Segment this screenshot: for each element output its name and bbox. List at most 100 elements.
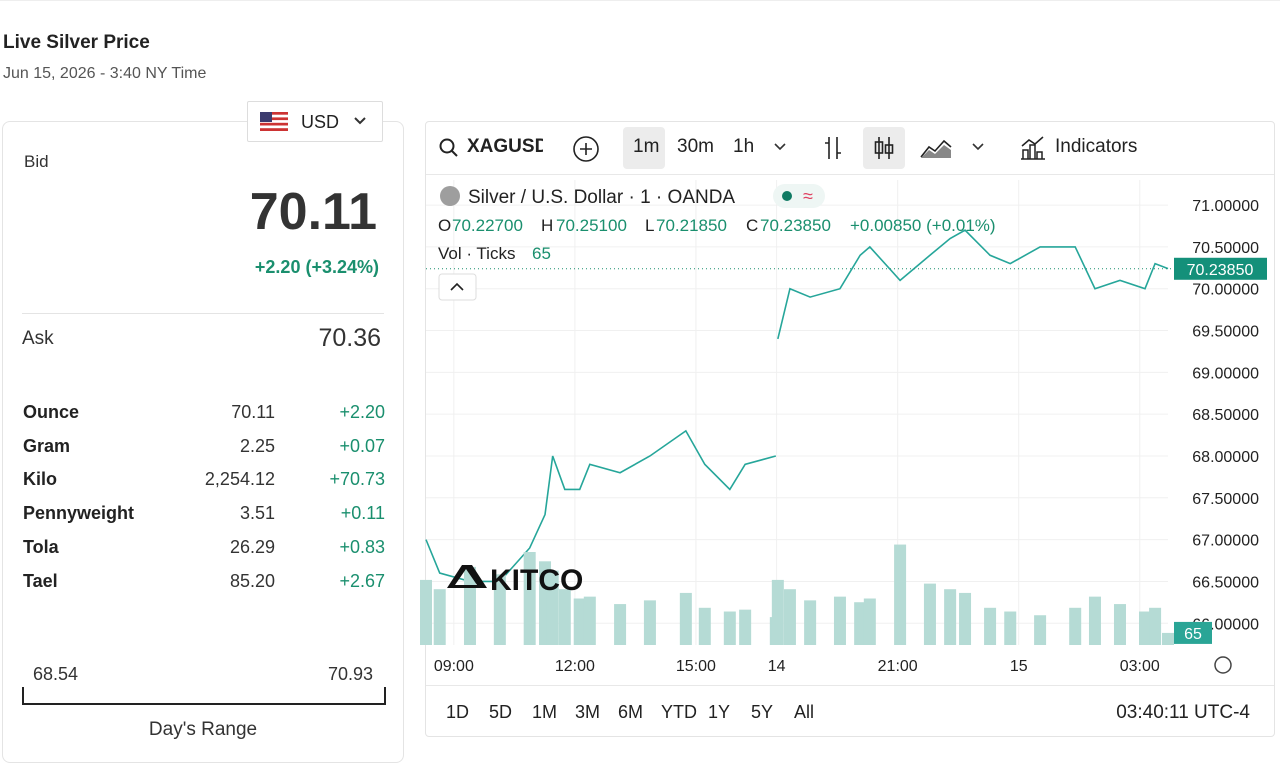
collapse-legend[interactable] [438, 273, 477, 301]
unit-change: +0.11 [340, 503, 385, 524]
search-icon[interactable] [438, 137, 460, 159]
volume-bar [614, 604, 627, 645]
x-tick-label: 03:00 [1120, 658, 1160, 675]
last-price-label: 70.23850 [1187, 262, 1254, 279]
indicators-button[interactable]: Indicators [1055, 136, 1138, 157]
volume-bar [1004, 611, 1017, 645]
close-label: C [746, 216, 758, 235]
clock: 03:40:11 UTC-4 [1116, 702, 1250, 723]
high-value: 70.25100 [556, 216, 627, 235]
y-tick-label: 68.00000 [1192, 449, 1259, 466]
unit-price: 2,254.12 [204, 469, 275, 490]
change-value: +0.00850 (+0.01%) [850, 216, 996, 235]
toolbar-divider [426, 174, 1274, 175]
y-tick-label: 71.00000 [1192, 198, 1259, 215]
top-border [0, 0, 1280, 1]
page-subtitle: Jun 15, 2026 - 3:40 NY Time [3, 65, 207, 82]
unit-change: +2.67 [339, 570, 385, 591]
unit-row: Tola 26.29 +0.83 [23, 537, 385, 567]
period-button[interactable]: 5D [489, 702, 513, 722]
us-flag [260, 112, 288, 131]
low-value: 70.21850 [656, 216, 727, 235]
x-tick-label: 21:00 [878, 658, 918, 675]
interval[interactable]: 1h [733, 136, 755, 157]
currency-label: USD [301, 112, 340, 132]
unit-row: Gram 2.25 +0.07 [23, 436, 385, 466]
volume-bar [1162, 632, 1174, 645]
y-tick-label: 70.50000 [1192, 240, 1259, 257]
chart-widget: XAGUSD 1m 30m 1h Indicators 1D 5D 1M 3M 6M YT… [425, 121, 1275, 737]
volume-bar [558, 589, 571, 645]
close-value: 70.23850 [760, 216, 831, 235]
x-tick-label: 09:00 [434, 658, 474, 675]
interval[interactable]: 30m [677, 136, 714, 157]
volume-value: 65 [532, 244, 551, 263]
volume-bar [739, 609, 752, 645]
bar-style[interactable] [821, 135, 845, 161]
unit-price: 2.25 [239, 435, 275, 456]
ohlc: O 70.22700 H 70.25100 L 70.21850 C 70.23… [438, 216, 996, 263]
unit-change: +0.83 [339, 536, 385, 557]
y-tick-label: 69.50000 [1192, 324, 1259, 341]
compare-button[interactable] [572, 135, 600, 163]
unit-row: Ounce 70.11 +2.20 [23, 402, 385, 432]
ask-price: 70.36 [318, 324, 381, 352]
unit-price: 85.20 [229, 570, 275, 591]
range-label: Day's Range [148, 719, 258, 740]
watermark: KITCO [447, 564, 583, 597]
volume-bar [643, 600, 656, 645]
bid-change: +2.20 (+3.24%) [254, 257, 379, 277]
y-tick-label: 70.00000 [1192, 282, 1259, 299]
divider [22, 313, 384, 314]
volume-bar [854, 602, 867, 645]
interval[interactable]: 1m [633, 136, 660, 157]
volume-bar [420, 579, 432, 645]
period-button[interactable]: 5Y [751, 702, 774, 722]
volume-bar [923, 583, 936, 645]
plot-area: 66.0000066.5000067.0000067.5000068.00000… [420, 180, 1267, 675]
style-menu[interactable] [971, 142, 985, 152]
currency-select[interactable]: USD [247, 101, 383, 142]
period-button[interactable]: 6M [618, 702, 644, 722]
y-tick-label: 66.50000 [1192, 574, 1259, 591]
area-style[interactable] [920, 137, 952, 159]
period-button[interactable]: All [794, 702, 815, 722]
volume-bar [493, 574, 506, 645]
status-pill [773, 184, 825, 208]
unit-name: Tola [23, 536, 59, 557]
candle-style[interactable] [872, 135, 896, 161]
unit-price: 3.51 [239, 503, 275, 524]
volume-bar [546, 570, 559, 645]
high-label: H [541, 216, 553, 235]
interval-menu[interactable] [773, 142, 787, 152]
interval-active-bg [623, 127, 665, 169]
last-volume-box [1174, 621, 1212, 644]
volume-bar [783, 589, 796, 645]
symbol[interactable]: XAGUSD [467, 136, 543, 157]
unit-row: Tael 85.20 +2.67 [23, 571, 385, 601]
indicators-icon[interactable] [1019, 135, 1047, 161]
x-tick-label: 14 [768, 658, 786, 675]
volume-bar [1113, 604, 1126, 645]
unit-name: Kilo [23, 469, 57, 490]
volume-bar [863, 598, 876, 645]
bid-price: 70.11 [249, 183, 377, 241]
volume-bar [433, 589, 446, 645]
market-open-dot [782, 191, 792, 201]
period-button[interactable]: 1Y [708, 702, 731, 722]
unit-row: Kilo 2,254.12 +70.73 [23, 469, 385, 499]
volume-bar [771, 579, 784, 645]
period-button[interactable]: 1M [532, 702, 558, 722]
volume-bar [679, 592, 692, 645]
period-button[interactable]: 3M [575, 702, 601, 722]
unit-price: 70.11 [231, 402, 275, 422]
period-button[interactable]: YTD [661, 702, 697, 722]
period-button[interactable]: 1D [446, 702, 470, 722]
legend-name: Silver / U.S. Dollar · 1 · OANDA [468, 187, 735, 208]
settings-icon[interactable] [1214, 656, 1232, 674]
footer-divider [426, 685, 1274, 686]
x-tick-label: 15 [1010, 658, 1028, 675]
volume-bar [723, 611, 736, 645]
volume-bar [959, 592, 972, 645]
